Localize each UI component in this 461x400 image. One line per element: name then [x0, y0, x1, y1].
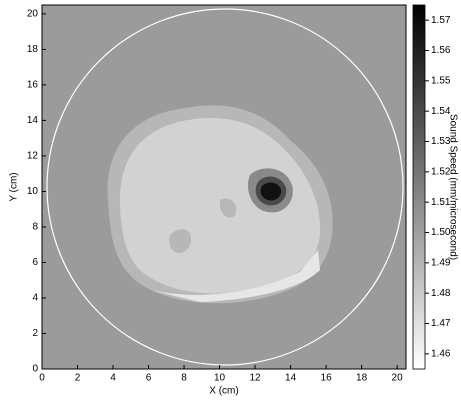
colorbar-tick-label: 1.56	[431, 45, 451, 56]
y-tick-label: 8	[32, 222, 38, 233]
colorbar-label: Sound Speed (mm/microsecond)	[447, 114, 458, 260]
x-tick-label: 16	[321, 373, 333, 384]
colorbar-tick-label: 1.55	[431, 75, 451, 86]
x-tick-label: 8	[181, 373, 187, 384]
y-tick-label: 0	[32, 364, 38, 375]
y-tick-label: 14	[27, 115, 39, 126]
x-tick-label: 18	[356, 373, 368, 384]
y-tick-label: 4	[32, 293, 38, 304]
region	[219, 198, 237, 218]
image	[42, 5, 406, 369]
colorbar-tick-label: 1.51	[431, 197, 451, 208]
x-axis-label: X (cm)	[209, 386, 238, 397]
ring	[46, 8, 404, 366]
colorbar-tick-label: 1.49	[431, 257, 451, 268]
colorbar-tick-label: 1.46	[431, 348, 451, 359]
colorbar-tick-label: 1.57	[431, 15, 451, 26]
colorbar-tick-label: 1.50	[431, 227, 451, 238]
y-tick-label: 6	[32, 257, 38, 268]
y-tick-label: 18	[27, 44, 39, 55]
x-tick-label: 0	[39, 373, 45, 384]
colorbar-tick-label: 1.52	[431, 166, 451, 177]
dense-core	[260, 182, 282, 201]
colorbar-tick-label: 1.48	[431, 288, 451, 299]
colorbar-tick-label: 1.54	[431, 106, 451, 117]
colorbar-tick-label: 1.47	[431, 318, 451, 329]
x-tick-label: 4	[110, 373, 116, 384]
colorbar-tick-label: 1.53	[431, 136, 451, 147]
colorbar	[412, 4, 426, 370]
x-tick-label: 14	[285, 373, 297, 384]
region	[169, 229, 191, 253]
x-tick-label: 12	[250, 373, 262, 384]
region	[150, 250, 320, 302]
y-axis-label: Y (cm)	[9, 172, 20, 201]
plot-frame	[41, 4, 407, 370]
y-tick-label: 10	[27, 186, 39, 197]
x-tick-label: 10	[214, 373, 226, 384]
x-tick-label: 2	[75, 373, 81, 384]
y-tick-label: 12	[27, 151, 39, 162]
x-tick-label: 20	[392, 373, 404, 384]
y-tick-label: 20	[27, 9, 39, 20]
x-tick-label: 6	[146, 373, 152, 384]
y-tick-label: 2	[32, 328, 38, 339]
y-tick-label: 16	[27, 80, 39, 91]
